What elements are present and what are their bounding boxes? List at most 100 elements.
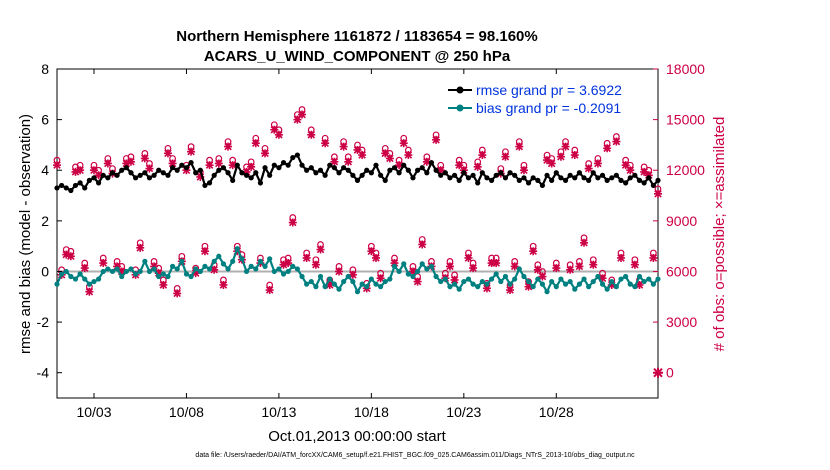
rmse-point <box>655 177 661 183</box>
bias-point <box>502 273 509 280</box>
bias-point <box>132 271 139 277</box>
obs-assimilated-marker <box>168 159 177 168</box>
rmse-point <box>484 175 490 181</box>
bias-point <box>465 276 472 282</box>
rmse-point <box>535 177 541 183</box>
bias-series <box>54 245 661 295</box>
rmse-point <box>562 177 569 183</box>
bias-point <box>243 268 250 275</box>
obs-assimilated-marker <box>219 280 228 289</box>
bias-point <box>484 281 490 287</box>
bias-point <box>521 273 527 280</box>
bias-point <box>59 271 65 277</box>
obs-assimilated-marker <box>385 154 394 163</box>
bias-point <box>539 281 546 287</box>
bias-point <box>391 263 398 269</box>
y-axis-label-left: rmse and bias (model - observation) <box>17 114 34 354</box>
rmse-point <box>368 170 374 176</box>
obs-assimilated-marker <box>376 274 385 283</box>
bias-point <box>636 273 643 280</box>
rmse-point <box>396 170 402 176</box>
bias-point <box>419 261 425 267</box>
rmse-point <box>327 162 333 168</box>
rmse-point <box>225 170 231 176</box>
rmse-point <box>156 167 162 173</box>
bias-point <box>257 258 264 264</box>
bias-point <box>225 266 231 272</box>
obs-assimilated-marker <box>367 247 376 256</box>
obs-assimilated-marker <box>593 159 602 168</box>
rmse-point <box>165 172 171 178</box>
rmse-point <box>447 175 453 181</box>
rmse-point <box>558 175 564 181</box>
bias-point <box>424 266 430 272</box>
bias-point <box>100 268 106 275</box>
rmse-point <box>137 172 143 178</box>
bias-point <box>137 268 143 275</box>
y-right-tick-label: 0 <box>666 365 674 381</box>
bias-point <box>562 281 569 287</box>
rmse-point <box>188 160 194 166</box>
rmse-point <box>572 175 578 181</box>
obs-assimilated-marker <box>436 166 445 175</box>
rmse-point <box>410 175 416 181</box>
rmse-point <box>253 170 259 176</box>
rmse-point <box>507 170 513 176</box>
bias-point <box>641 278 647 285</box>
bias-point <box>655 276 661 282</box>
rmse-point <box>216 167 222 173</box>
obs-assimilated-marker <box>566 265 575 274</box>
rmse-point <box>63 185 69 191</box>
bias-point <box>248 263 254 269</box>
rmse-point <box>285 162 291 168</box>
plot-area <box>56 68 659 399</box>
obs-assimilated-marker <box>654 189 662 198</box>
rmse-point <box>276 165 282 171</box>
obs-assimilated-marker <box>279 260 288 269</box>
obs-assimilated-marker <box>580 238 589 247</box>
rmse-point <box>613 172 619 178</box>
obs-assimilated-marker <box>413 277 422 286</box>
obs-assimilated-marker <box>607 280 616 289</box>
rmse-point <box>544 172 550 178</box>
bias-point <box>535 276 541 282</box>
rmse-point <box>623 180 629 186</box>
rmse-point <box>632 172 638 178</box>
rmse-point <box>345 167 351 173</box>
rmse-point <box>105 175 111 181</box>
rmse-point <box>317 167 324 173</box>
bias-point <box>290 263 296 269</box>
rmse-point <box>193 170 199 176</box>
bias-point <box>516 266 522 272</box>
bias-point <box>576 281 583 287</box>
bias-point <box>109 268 116 275</box>
rmse-point <box>59 182 65 189</box>
obs-assimilated-marker <box>339 142 348 151</box>
rmse-point <box>451 172 458 178</box>
x-tick-label: 10/28 <box>539 404 574 420</box>
obs-assimilated-marker <box>311 260 320 269</box>
obs-assimilated-marker <box>270 125 279 134</box>
obs-assimilated-marker <box>584 164 593 173</box>
obs-assimilated-marker <box>399 139 408 148</box>
rmse-point <box>350 172 356 178</box>
bias-point <box>438 278 444 285</box>
bias-point <box>202 263 208 269</box>
bias-point <box>151 266 157 272</box>
obs-assimilated-marker <box>492 259 501 268</box>
obs-assimilated-marker <box>293 115 302 124</box>
bias-point <box>317 273 324 280</box>
obs-assimilated-marker <box>66 252 75 261</box>
obs-assimilated-marker <box>589 260 598 269</box>
bias-point <box>456 286 462 292</box>
bias-point <box>586 284 592 290</box>
bias-point <box>142 258 148 264</box>
bias-point <box>599 281 606 287</box>
bias-point <box>354 289 361 295</box>
rmse-point <box>373 162 379 168</box>
bias-point <box>498 278 504 285</box>
obs-assimilated-marker <box>455 161 464 170</box>
rmse-point <box>461 170 467 176</box>
bias-point <box>627 281 633 287</box>
rmse-point <box>636 177 643 183</box>
